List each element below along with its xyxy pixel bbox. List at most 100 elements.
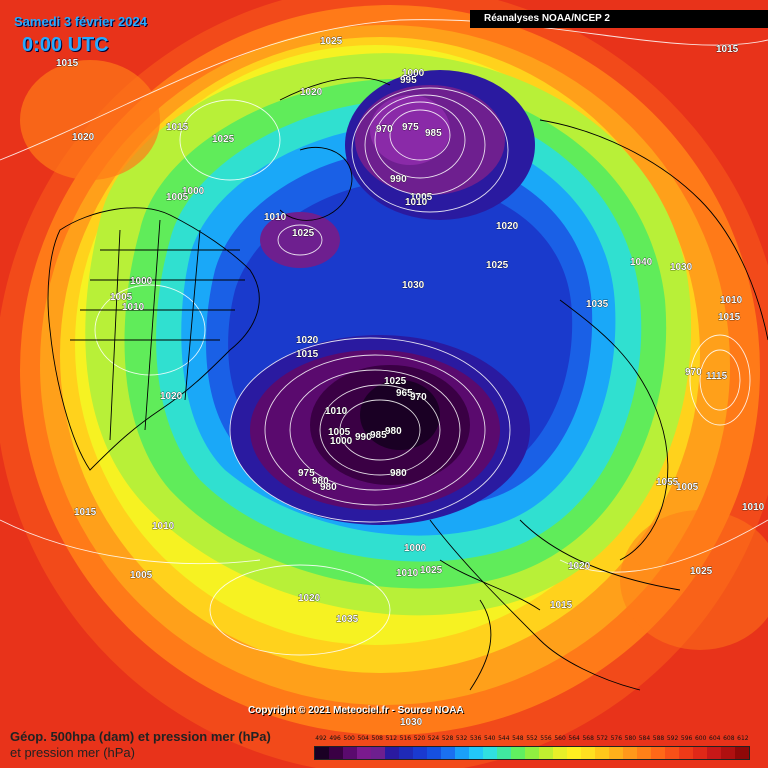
color-scale-cell [651,747,665,759]
isobar-value-label: 1025 [420,565,443,576]
color-scale-label: 532 [455,735,468,742]
color-scale-label: 572 [596,735,608,742]
color-scale-cell [441,747,455,759]
color-scale-cell [553,747,567,759]
color-scale-cell [427,747,441,759]
isobar-value-label: 970 [376,124,393,135]
isobar-value-label: 1015 [550,600,573,611]
isobar-value-label: 1025 [690,566,713,577]
isobar-value-label: 1000 [402,68,425,79]
isobar-value-label: 970 [685,367,702,378]
color-scale-label: 492 [315,735,327,742]
isobar-lines [0,19,768,656]
isobar-value-label: 995 [400,75,417,86]
color-scale-label: 500 [343,735,355,742]
isobar-value-label: 965 [396,388,413,399]
isobar-value-label: 1015 [74,507,97,518]
color-scale-cell [343,747,357,759]
isobar-value-label: 1010 [122,302,145,313]
isobar-value-label: 1005 [110,292,133,303]
isobar-value-label: 975 [402,122,419,133]
isobar-value-label: 1005 [328,427,351,438]
color-scale-label: 576 [610,735,623,742]
isobar-value-label: 1015 [166,122,189,133]
isobar-value-label: 1040 [630,257,653,268]
color-scale-cell [637,747,651,759]
color-scale-cell [721,747,735,759]
color-scale-cell [623,747,637,759]
isobar-value-label: 1020 [298,593,321,604]
color-scale-label: 516 [399,735,412,742]
isobar-value-label: 1010 [742,502,765,513]
isobar-value-label: 1005 [166,192,189,203]
isobar-value-label: 1010 [720,295,743,306]
isobar-value-label: 980 [385,426,402,437]
isobar-value-label: 990 [390,174,407,185]
color-scale-label: 592 [666,735,679,742]
color-scale-cell [455,747,469,759]
source-banner: Réanalyses NOAA/NCEP 2 [470,10,768,28]
isobar-value-label: 1005 [130,570,153,581]
legend-title: Géop. 500hpa (dam) et pression mer (hPa)… [10,729,271,761]
color-scale-label: 548 [512,735,524,742]
coastlines [47,77,768,691]
color-scale-cell [595,747,609,759]
isobar-value-label: 1030 [670,262,693,273]
color-scale-label: 496 [329,735,341,742]
map-date-title: Samedi 3 février 2024 [14,14,147,29]
isobar-value-label: 985 [370,430,387,441]
color-scale-label: 504 [357,735,369,742]
color-scale-label: 600 [694,735,707,742]
color-scale-label: 588 [652,735,665,742]
isobar-value-label: 1010 [325,406,348,417]
color-scale-cell [693,747,707,759]
color-scale-label: 604 [709,735,721,742]
color-scale-label: 564 [568,735,580,742]
isobar-value-label: 1030 [402,280,425,291]
color-scale-cell [679,747,693,759]
color-scale-label: 540 [484,735,496,742]
isobar-value-label: 980 [320,482,337,493]
isobar-value-label: 1010 [396,568,419,579]
color-scale-label: 612 [737,735,749,742]
color-scale-cell [357,747,371,759]
color-scale-cell [483,747,497,759]
color-scale-label: 552 [526,735,538,742]
color-scale-cell [707,747,721,759]
color-scale-cell [413,747,427,759]
isobar-value-label: 975 [298,468,315,479]
copyright-text: Copyright © 2021 Meteociel.fr - Source N… [248,705,464,716]
isobar-value-label: 980 [312,476,329,487]
color-scale-label: 536 [469,735,482,742]
isobar-value-label: 1030 [400,717,423,728]
color-scale-cell [399,747,413,759]
isobar-value-label: 1025 [292,228,315,239]
color-scale-labels: 492 496 500 504 508 512 516 520 524 528 532 536 540 5… [314,734,750,744]
color-scale-cell [497,747,511,759]
isobar-value-label: 1005 [676,482,699,493]
color-scale-label: 528 [441,735,454,742]
isobar-value-label: 985 [425,128,442,139]
color-scale-label: 520 [413,735,426,742]
isobar-value-label: 1015 [716,44,739,55]
color-scale-cell [539,747,553,759]
color-scale-label: 544 [498,735,510,742]
color-scale-cell [385,747,399,759]
color-scale-cell [469,747,483,759]
isobar-value-label: 1000 [404,543,427,554]
isobar-value-label: 1010 [264,212,287,223]
color-scale-cell [581,747,595,759]
isobar-value-label: 1020 [160,391,183,402]
color-scale-cell [371,747,385,759]
color-scale-label: 508 [371,735,383,742]
isobar-value-label: 1010 [405,197,428,208]
color-scale-cells [314,746,750,760]
isobar-value-label: 990 [355,432,372,443]
isobar-value-label: 1015 [56,58,79,69]
color-scale-label: 568 [582,735,594,742]
color-scale-label: 608 [723,735,735,742]
isobar-value-label: 1020 [300,87,323,98]
isobar-value-label: 1055 [656,477,679,488]
